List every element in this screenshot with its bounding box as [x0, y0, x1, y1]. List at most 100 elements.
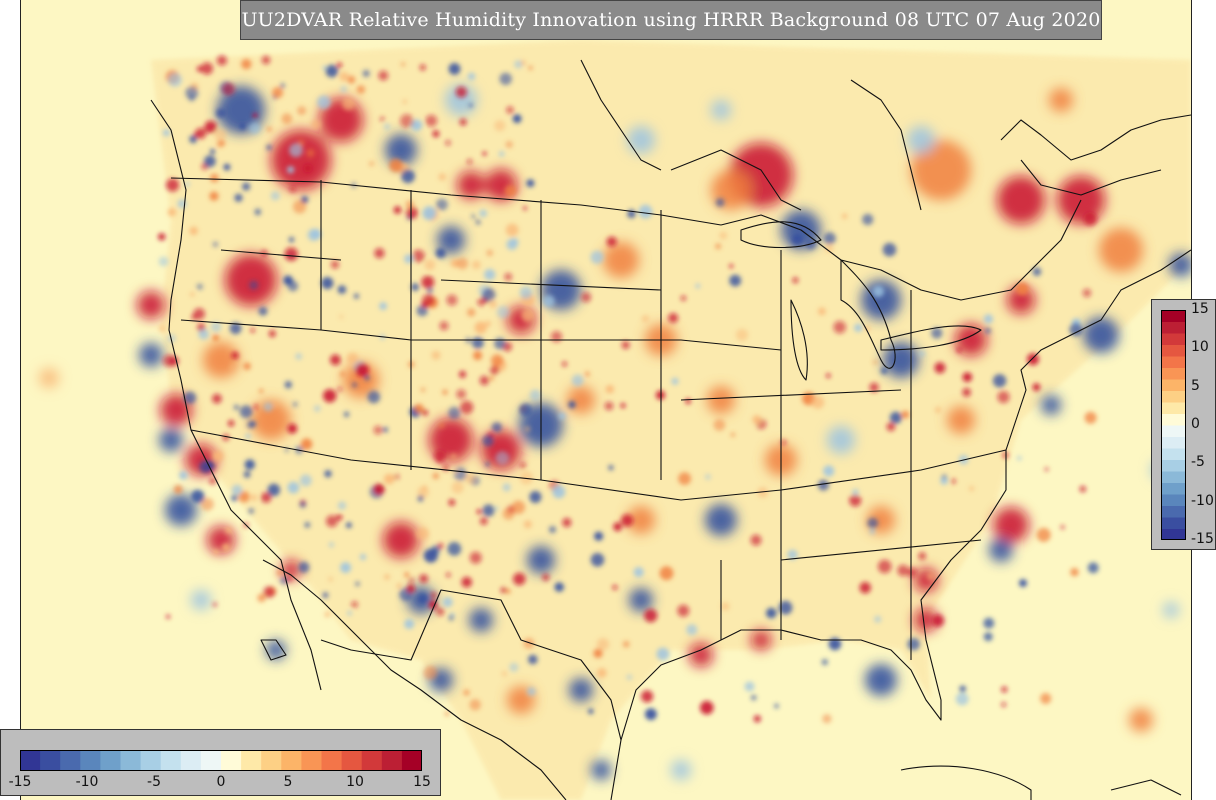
innovation-speck	[750, 534, 762, 546]
innovation-speck	[729, 274, 742, 287]
innovation-blob	[383, 522, 419, 558]
innovation-speck	[588, 708, 594, 715]
innovation-speck	[210, 321, 222, 333]
innovation-speckle	[158, 55, 1099, 724]
colorbar-swatch	[160, 750, 182, 771]
innovation-speck	[542, 295, 555, 307]
innovation-speck	[297, 106, 307, 116]
colorbar-swatch	[1161, 390, 1186, 403]
innovation-speck	[568, 400, 576, 409]
innovation-blob	[266, 640, 286, 660]
innovation-speck	[581, 292, 592, 303]
innovation-speck	[852, 488, 859, 496]
innovation-speck	[1070, 568, 1079, 577]
innovation-speck	[467, 308, 476, 317]
innovation-speck	[299, 474, 312, 487]
innovation-speck	[286, 166, 295, 174]
innovation-speck	[1032, 383, 1041, 392]
innovation-blob	[1169, 253, 1191, 277]
innovation-speck	[321, 277, 334, 290]
innovation-speck	[752, 415, 762, 425]
innovation-speck	[753, 715, 761, 723]
colorbar-swatch	[1161, 356, 1186, 368]
innovation-speck	[210, 173, 219, 183]
innovation-speck	[346, 522, 352, 528]
innovation-speck	[420, 387, 426, 393]
colorbar-tick-label: 15	[413, 774, 431, 790]
innovation-speck	[907, 637, 920, 651]
innovation-speck	[606, 236, 617, 247]
innovation-speck	[526, 179, 535, 188]
innovation-speck	[426, 287, 434, 294]
innovation-speck	[489, 375, 495, 381]
innovation-speck	[389, 158, 403, 173]
innovation-speck	[204, 120, 217, 134]
innovation-speck	[494, 506, 499, 511]
innovation-speck	[1082, 288, 1092, 298]
innovation-speck	[460, 400, 474, 414]
innovation-speck	[252, 113, 258, 118]
innovation-speck	[822, 714, 832, 724]
innovation-speck	[337, 501, 347, 510]
innovation-speck	[471, 260, 481, 270]
innovation-speck	[405, 200, 415, 209]
innovation-speck	[380, 116, 385, 122]
innovation-speck	[325, 64, 339, 78]
colorbar-swatch	[281, 750, 302, 771]
innovation-speck	[873, 360, 878, 365]
innovation-speck	[250, 328, 255, 333]
innovation-speck	[668, 313, 679, 323]
innovation-speck	[959, 685, 966, 693]
innovation-speck	[962, 387, 971, 397]
innovation-speck	[468, 103, 473, 108]
innovation-blob	[39, 368, 59, 388]
innovation-speck	[511, 500, 526, 514]
innovation-speck	[825, 244, 834, 253]
innovation-blob	[689, 643, 713, 667]
innovation-speck	[826, 373, 831, 378]
innovation-blob	[989, 538, 1013, 562]
innovation-speck	[337, 386, 343, 392]
innovation-speck	[229, 364, 235, 370]
innovation-speck	[339, 71, 349, 82]
innovation-speck	[842, 213, 848, 219]
colorbar-swatch	[1161, 379, 1186, 391]
innovation-speck	[263, 586, 275, 598]
innovation-speck	[295, 353, 303, 360]
innovation-speck	[1032, 267, 1042, 277]
innovation-blob	[159, 428, 183, 452]
innovation-speck	[620, 403, 626, 409]
innovation-speck	[931, 327, 943, 339]
innovation-speck	[456, 257, 469, 270]
innovation-blob	[629, 588, 653, 612]
innovation-speck	[401, 169, 415, 184]
innovation-blob	[569, 678, 593, 702]
innovation-speck	[346, 352, 359, 365]
innovation-speck	[524, 426, 531, 432]
horizontal-colorbar: -15 -10 -5 0 5 10 15	[0, 729, 441, 796]
innovation-speck	[432, 472, 439, 480]
innovation-speck	[355, 581, 360, 586]
innovation-speck	[249, 280, 259, 290]
colorbar-swatch	[1161, 367, 1186, 380]
innovation-speck	[258, 306, 268, 316]
innovation-field-map	[21, 0, 1191, 800]
innovation-speck	[455, 86, 467, 98]
innovation-speck	[200, 497, 214, 511]
innovation-speck	[584, 371, 590, 377]
innovation-speck	[330, 260, 340, 269]
colorbar-swatch	[1161, 344, 1186, 357]
innovation-speck	[489, 300, 497, 309]
innovation-speck	[705, 474, 711, 480]
innovation-speck	[339, 371, 346, 377]
innovation-speck	[300, 438, 313, 450]
colorbar-swatch	[1161, 517, 1186, 529]
innovation-speck	[231, 494, 238, 502]
innovation-speck	[431, 545, 441, 555]
innovation-blob	[751, 630, 771, 650]
innovation-speck	[459, 118, 467, 126]
innovation-speck	[463, 689, 470, 696]
innovation-speck	[934, 406, 942, 414]
innovation-speck	[571, 374, 584, 387]
innovation-speck	[225, 526, 233, 534]
